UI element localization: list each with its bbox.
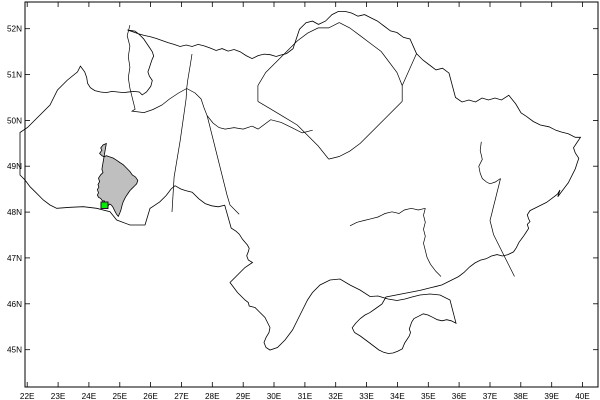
svg-text:40E: 40E <box>575 392 590 400</box>
svg-text:33E: 33E <box>359 392 374 400</box>
svg-text:26E: 26E <box>143 392 158 400</box>
svg-text:34E: 34E <box>390 392 405 400</box>
svg-text:37E: 37E <box>483 392 498 400</box>
svg-text:36E: 36E <box>452 392 467 400</box>
svg-text:39E: 39E <box>544 392 559 400</box>
svg-text:25E: 25E <box>113 392 128 400</box>
svg-text:38E: 38E <box>514 392 529 400</box>
svg-text:46N: 46N <box>7 300 22 309</box>
svg-text:52N: 52N <box>7 25 22 34</box>
svg-text:47N: 47N <box>7 254 22 263</box>
svg-text:32E: 32E <box>328 392 343 400</box>
svg-text:24E: 24E <box>82 392 97 400</box>
svg-text:22E: 22E <box>20 392 35 400</box>
svg-text:49N: 49N <box>7 162 22 171</box>
svg-text:35E: 35E <box>421 392 436 400</box>
svg-text:31E: 31E <box>298 392 313 400</box>
svg-text:28E: 28E <box>205 392 220 400</box>
svg-text:51N: 51N <box>7 71 22 80</box>
svg-text:48N: 48N <box>7 208 22 217</box>
svg-text:29E: 29E <box>236 392 251 400</box>
svg-text:50N: 50N <box>7 116 22 125</box>
svg-text:30E: 30E <box>267 392 282 400</box>
svg-text:23E: 23E <box>51 392 66 400</box>
svg-text:45N: 45N <box>7 346 22 355</box>
svg-text:27E: 27E <box>174 392 189 400</box>
